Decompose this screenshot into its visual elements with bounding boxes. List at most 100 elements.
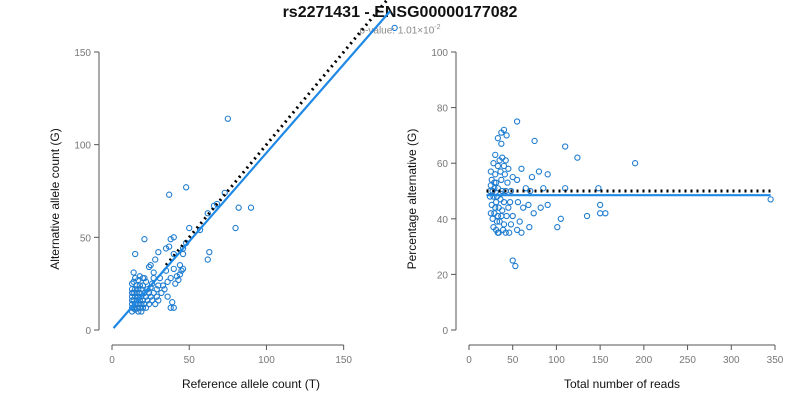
left-data-point (130, 278, 137, 285)
left-y-axis-title: Alternative allele count (G) (48, 128, 62, 269)
right-data-point (509, 212, 516, 220)
left-data-point (164, 293, 171, 300)
left-data-point (170, 304, 177, 311)
right-data-point (497, 168, 504, 175)
left-data-point (132, 250, 139, 258)
left-data-point (128, 293, 136, 300)
left-data-point (130, 289, 137, 297)
left-data-point (153, 293, 160, 300)
right-y-axis-title: Percentage alternative (G) (405, 129, 419, 270)
left-data-point (132, 293, 139, 300)
left-data-point (144, 297, 151, 304)
right-x-tick-label: 100 (548, 355, 565, 366)
right-y-tick-label: 40 (437, 215, 449, 226)
left-data-point (172, 280, 179, 287)
right-data-point (502, 157, 509, 164)
right-data-point (496, 218, 503, 225)
left-data-point (145, 263, 153, 271)
left-x-tick-label: 0 (109, 355, 115, 366)
pvalue-text: p-value: 1.01×10 (359, 25, 435, 37)
left-x-axis-title: Reference allele count (T) (182, 377, 320, 391)
left-data-point (141, 236, 148, 243)
right-data-point (596, 210, 604, 217)
right-data-point (544, 201, 551, 209)
left-data-point (169, 299, 176, 306)
right-data-point (504, 179, 511, 186)
left-data-point (142, 304, 150, 311)
right-x-tick-label: 50 (507, 355, 519, 366)
left-data-point (158, 289, 165, 297)
right-data-point (491, 210, 498, 217)
left-data-point (152, 256, 159, 263)
left-data-point (142, 293, 150, 300)
right-x-tick-label: 200 (636, 355, 653, 366)
left-data-point (155, 282, 162, 289)
right-data-point (495, 204, 502, 211)
right-data-point (522, 185, 529, 192)
right-data-point (498, 176, 505, 184)
right-data-point (492, 198, 500, 206)
left-data-point (149, 280, 156, 287)
right-x-axis-title: Total number of reads (564, 377, 680, 391)
left-y-tick-label: 100 (74, 141, 91, 152)
left-data-point (138, 308, 145, 315)
right-data-point (525, 201, 532, 209)
left-data-point (155, 297, 162, 304)
right-scatter-panel: 0 50 100 150 200 250 300 350 0 20 40 60 80 100 Total n… (405, 48, 784, 391)
right-data-point (518, 229, 525, 236)
pvalue-subtitle: p-value: 1.01×10-2 (0, 24, 800, 36)
right-data-point (514, 198, 522, 206)
left-data-point (132, 286, 139, 293)
right-y-tick-label: 20 (437, 270, 449, 281)
right-data-point (507, 187, 515, 195)
right-data-point (499, 207, 506, 214)
left-data-point (138, 300, 145, 308)
right-data-point (505, 165, 512, 172)
left-data-point (138, 293, 145, 300)
left-data-point (176, 271, 184, 278)
right-data-point (494, 229, 502, 236)
left-data-point (165, 243, 173, 250)
right-x-tick-label: 350 (767, 355, 784, 366)
right-data-point (557, 215, 564, 222)
right-data-point (530, 210, 537, 217)
left-data-point (210, 202, 218, 209)
right-x-tick-label: 300 (723, 355, 740, 366)
right-data-point (516, 218, 523, 225)
left-data-point (204, 210, 211, 217)
chart-title: rs2271431 - ENSG00000177082 (282, 4, 518, 21)
left-data-point (159, 282, 167, 289)
right-x-tick-label: 150 (592, 355, 609, 366)
left-data-point (147, 261, 154, 269)
right-data-point (554, 223, 561, 231)
left-data-point (130, 269, 137, 276)
left-data-point (179, 265, 187, 272)
right-data-point (494, 185, 502, 192)
right-data-point (528, 173, 536, 181)
left-data-point (144, 286, 151, 293)
right-data-point (513, 118, 521, 125)
left-data-point (142, 278, 150, 285)
left-x-tick-label: 50 (184, 355, 196, 366)
right-data-point (526, 223, 533, 231)
left-data-point (170, 250, 177, 258)
left-data-point (167, 304, 174, 311)
left-data-point (128, 286, 136, 293)
left-data-point (162, 245, 170, 252)
left-data-point (135, 286, 142, 293)
left-data-point (173, 273, 181, 280)
right-data-point (767, 196, 774, 203)
right-data-point (505, 204, 512, 211)
left-fit-line (112, 10, 391, 329)
left-data-point (179, 250, 187, 258)
left-data-point (133, 289, 140, 297)
right-data-point (562, 143, 569, 150)
left-data-point (155, 249, 162, 256)
right-data-point (509, 257, 516, 264)
right-data-point (500, 221, 508, 228)
right-data-point (500, 162, 508, 170)
left-data-point (150, 289, 157, 297)
left-data-point (136, 304, 143, 311)
right-data-point (490, 160, 497, 167)
left-reference-line (164, 0, 389, 267)
